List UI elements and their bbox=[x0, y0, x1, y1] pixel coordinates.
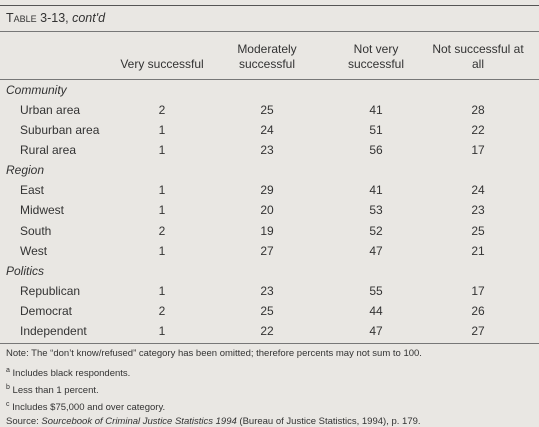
cell-value: 23 bbox=[471, 203, 485, 218]
source-label: Source: bbox=[6, 416, 39, 427]
title-label: Table 3-13, bbox=[6, 11, 69, 25]
column-header: Moderately successful bbox=[237, 42, 297, 71]
title-rule bbox=[0, 31, 539, 32]
cell-value: 29 bbox=[260, 183, 274, 198]
row-label: South bbox=[20, 223, 52, 238]
cell-value: 24 bbox=[471, 183, 485, 198]
cell-value: 51 bbox=[369, 123, 383, 138]
cell-value: 20 bbox=[260, 203, 274, 218]
footnote: b Less than 1 percent. bbox=[6, 382, 99, 397]
group-label: Politics bbox=[6, 263, 45, 278]
body-rule bbox=[0, 343, 539, 344]
row-label: Democrat bbox=[20, 303, 73, 318]
row-label: Republican bbox=[20, 283, 81, 298]
cell-value: 25 bbox=[471, 223, 485, 238]
note: Note: The “don’t know/refused” category … bbox=[6, 348, 422, 359]
cell-value: 52 bbox=[369, 223, 383, 238]
footnote-text: Includes $75,000 and over category. bbox=[12, 402, 166, 414]
cell-value: 22 bbox=[260, 323, 274, 338]
cell-value: 2 bbox=[158, 303, 166, 318]
row-label: Urban area bbox=[20, 103, 81, 118]
cell-value: 19 bbox=[260, 223, 274, 238]
group-label: Region bbox=[6, 163, 45, 178]
column-header: Not successful at all bbox=[432, 42, 524, 71]
cell-value: 1 bbox=[158, 203, 166, 218]
cell-value: 27 bbox=[471, 323, 485, 338]
row-label: Rural area bbox=[20, 143, 77, 158]
cell-value: 41 bbox=[369, 183, 383, 198]
footnote-text: Includes black respondents. bbox=[12, 368, 131, 380]
cell-value: 56 bbox=[369, 143, 383, 158]
cell-value: 22 bbox=[471, 123, 485, 138]
cell-value: 1 bbox=[158, 323, 166, 338]
row-label: East bbox=[20, 183, 45, 198]
title-note: cont'd bbox=[72, 11, 106, 25]
cell-value: 21 bbox=[471, 243, 485, 258]
footnote-marker: a bbox=[6, 367, 10, 374]
footnote: a Includes black respondents. bbox=[6, 365, 130, 380]
cell-value: 44 bbox=[369, 303, 383, 318]
cell-value: 55 bbox=[369, 283, 383, 298]
footnote-marker: c bbox=[6, 401, 10, 408]
cell-value: 1 bbox=[158, 283, 166, 298]
group-label: Community bbox=[6, 83, 67, 97]
row-label: West bbox=[20, 243, 48, 258]
cell-value: 1 bbox=[158, 243, 166, 258]
cell-value: 2 bbox=[158, 103, 166, 118]
top-rule bbox=[0, 5, 539, 6]
title: Table 3-13, cont'd bbox=[6, 11, 105, 25]
header-rule bbox=[0, 79, 539, 80]
column-header: Very successful bbox=[120, 57, 204, 71]
column-header: Not very successful bbox=[347, 42, 405, 71]
cell-value: 1 bbox=[158, 143, 166, 158]
row-label: Suburban area bbox=[20, 123, 100, 138]
cell-value: 1 bbox=[158, 183, 166, 198]
cell-value: 27 bbox=[260, 243, 274, 258]
row-label: Midwest bbox=[20, 203, 65, 218]
cell-value: 23 bbox=[260, 143, 274, 158]
cell-value: 25 bbox=[260, 303, 274, 318]
cell-value: 26 bbox=[471, 303, 485, 318]
cell-value: 24 bbox=[260, 123, 274, 138]
cell-value: 41 bbox=[369, 103, 383, 118]
cell-value: 53 bbox=[369, 203, 383, 218]
footnote-marker: b bbox=[6, 384, 10, 391]
cell-value: 47 bbox=[369, 323, 383, 338]
footnote-text: Less than 1 percent. bbox=[12, 385, 99, 397]
cell-value: 17 bbox=[471, 143, 485, 158]
row-label: Independent bbox=[20, 323, 87, 338]
cell-value: 25 bbox=[260, 103, 274, 118]
cell-value: 1 bbox=[158, 123, 166, 138]
cell-value: 47 bbox=[369, 243, 383, 258]
cell-value: 23 bbox=[260, 283, 274, 298]
cell-value: 17 bbox=[471, 283, 485, 298]
source: Source: Sourcebook of Criminal Justice S… bbox=[6, 416, 421, 427]
source-rest: (Bureau of Justice Statistics, 1994), p.… bbox=[239, 416, 421, 427]
footnote: c Includes $75,000 and over category. bbox=[6, 399, 165, 414]
source-title: Sourcebook of Criminal Justice Statistic… bbox=[41, 416, 237, 427]
cell-value: 28 bbox=[471, 103, 485, 118]
cell-value: 2 bbox=[158, 223, 166, 238]
